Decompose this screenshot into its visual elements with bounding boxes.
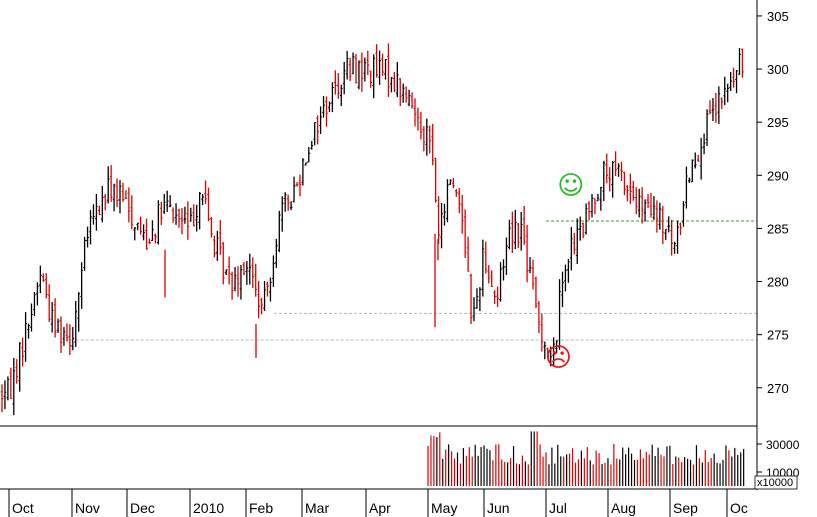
y-tick-label: 275 bbox=[767, 328, 789, 343]
reference-lines bbox=[65, 220, 757, 341]
y-tick-label: 280 bbox=[767, 275, 789, 290]
x-tick-label: Nov bbox=[75, 500, 100, 516]
y-tick-label: 285 bbox=[767, 221, 789, 236]
x-axis: Oct Nov Dec 2010 Feb Mar Apr May Jun Jul Aug Sep Oc bbox=[8, 489, 748, 517]
volume-scale-label: x10000 bbox=[757, 477, 793, 489]
happy-face-icon: ☺ bbox=[557, 171, 584, 201]
x-tick-label: Oc bbox=[730, 500, 748, 516]
volume-scale-box bbox=[754, 475, 798, 490]
x-tick-label: Feb bbox=[249, 500, 273, 516]
volume-tick-label: 30000 bbox=[766, 438, 800, 452]
sad-face-icon: ☹ bbox=[545, 343, 572, 373]
y-tick-label: 305 bbox=[767, 9, 789, 24]
x-tick-label: Dec bbox=[130, 500, 155, 516]
y-tick-label: 295 bbox=[767, 115, 789, 130]
x-tick-label: Mar bbox=[305, 500, 329, 516]
signal-markers: ☺☹ bbox=[545, 171, 585, 373]
x-tick-label: Jul bbox=[549, 500, 567, 516]
x-tick-label: Oct bbox=[12, 500, 34, 516]
x-tick-label: Jun bbox=[487, 500, 510, 516]
y-tick-label: 270 bbox=[767, 381, 789, 396]
x-tick-label: Sep bbox=[673, 500, 698, 516]
y-tick-label: 290 bbox=[767, 168, 789, 183]
y-axis: 270 275 280 285 290 295 300 305 bbox=[757, 9, 789, 396]
volume-panel bbox=[427, 431, 745, 486]
x-tick-label: Apr bbox=[369, 500, 391, 516]
candlesticks bbox=[0, 43, 744, 416]
y-tick-label: 300 bbox=[767, 62, 789, 77]
x-tick-label: Aug bbox=[611, 500, 636, 516]
price-panel: ☺☹ bbox=[0, 43, 757, 416]
x-tick-label: 2010 bbox=[193, 500, 224, 516]
x-tick-label: May bbox=[431, 500, 457, 516]
